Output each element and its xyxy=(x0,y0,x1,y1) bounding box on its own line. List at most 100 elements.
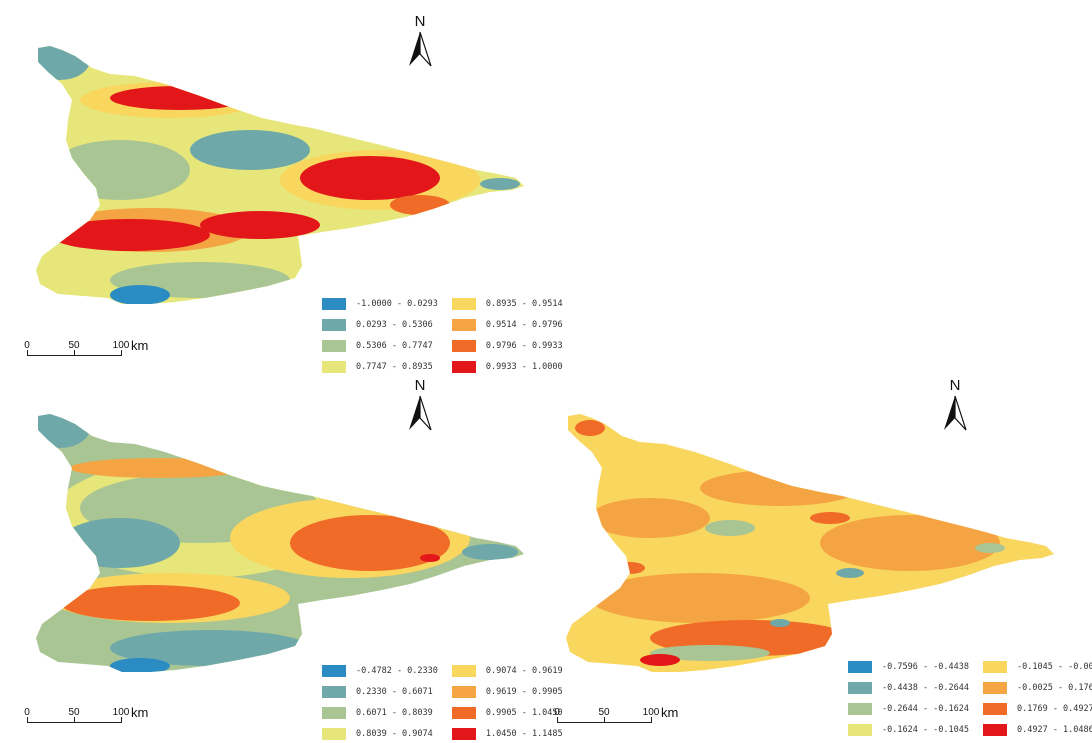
scale-bar-bottom-left: 0 50 100 km xyxy=(24,705,157,737)
legend-label: 0.9905 - 1.0450 xyxy=(485,707,563,718)
scale-bar-bottom-right: 0 50 100 km xyxy=(554,705,687,737)
legend-swatch xyxy=(848,681,872,694)
scale-unit: km xyxy=(131,338,149,353)
legend-swatch xyxy=(322,727,346,740)
legend-item: 0.2330 - 0.6071 xyxy=(322,685,438,698)
scale-tick-50: 50 xyxy=(68,340,80,351)
scale-unit: km xyxy=(131,705,149,720)
scale-tick-0: 0 xyxy=(24,340,30,351)
legend-item: 0.9933 - 1.0000 xyxy=(451,360,563,373)
legend-swatch xyxy=(451,727,476,740)
scale-tick-0: 0 xyxy=(24,707,30,718)
scale-tick-mark xyxy=(121,350,122,356)
legend-bottom-left: -0.4782 - 0.2330 0.9074 - 0.9619 0.2330 - … xyxy=(322,664,563,740)
legend-swatch xyxy=(322,297,346,310)
scale-tick-mark xyxy=(651,717,652,723)
legend-swatch xyxy=(848,723,872,736)
map-panel-top: N 0 50 100 km -1.0000 - 0.0293 0.8935 - 0… xyxy=(0,0,563,373)
north-arrow-icon xyxy=(944,395,967,431)
legend-label: 0.8039 - 0.9074 xyxy=(356,728,433,739)
legend-item: 0.9514 - 0.9796 xyxy=(451,318,563,331)
legend-item: 0.6071 - 0.8039 xyxy=(322,706,438,719)
legend-label: -0.1624 - -0.1045 xyxy=(882,724,969,735)
legend-item: 1.0450 - 1.1485 xyxy=(451,727,563,740)
legend-label: 0.6071 - 0.8039 xyxy=(356,707,433,718)
legend-top: -1.0000 - 0.0293 0.8935 - 0.9514 0.0293 - … xyxy=(322,297,563,373)
scale-tick-mark xyxy=(121,717,122,723)
legend-swatch xyxy=(451,297,476,310)
map-bottom-right xyxy=(566,414,1054,672)
legend-item: 0.9619 - 0.9905 xyxy=(451,685,563,698)
legend-item: 0.9796 - 0.9933 xyxy=(451,339,563,352)
legend-label: 0.5306 - 0.7747 xyxy=(356,340,433,351)
map-top xyxy=(36,46,524,304)
legend-swatch xyxy=(322,664,346,677)
legend-swatch xyxy=(451,706,476,719)
legend-swatch xyxy=(451,318,476,331)
legend-item: -0.1045 - -0.0025 xyxy=(983,660,1092,673)
legend-swatch xyxy=(322,685,346,698)
scale-bar-top: 0 50 100 km xyxy=(24,338,157,370)
legend-label: 0.9514 - 0.9796 xyxy=(485,319,563,330)
legend-item: 0.5306 - 0.7747 xyxy=(322,339,438,352)
legend-label: 0.7747 - 0.8935 xyxy=(356,361,433,372)
legend-label: 0.9074 - 0.9619 xyxy=(485,665,563,676)
legend-label: 1.0450 - 1.1485 xyxy=(485,728,563,739)
scale-unit: km xyxy=(661,705,679,720)
north-arrow-bottom-left: N xyxy=(405,378,435,432)
legend-label: 0.0293 - 0.5306 xyxy=(356,319,433,330)
scale-tick-mark xyxy=(604,717,605,723)
legend-item: 0.1769 - 0.4927 xyxy=(983,702,1092,715)
scale-tick-100: 100 xyxy=(112,707,130,718)
legend-label: -1.0000 - 0.0293 xyxy=(356,298,438,309)
legend-item: -0.7596 - -0.4438 xyxy=(848,660,969,673)
legend-label: 0.4927 - 1.0486 xyxy=(1017,724,1092,735)
legend-swatch xyxy=(322,318,346,331)
north-label: N xyxy=(414,377,426,394)
scale-tick-mark xyxy=(27,350,28,356)
legend-item: -0.4782 - 0.2330 xyxy=(322,664,438,677)
legend-bottom-right: -0.7596 - -0.4438 -0.1045 - -0.0025 -0.443… xyxy=(848,660,1092,736)
legend-label: -0.2644 - -0.1624 xyxy=(882,703,969,714)
legend-swatch xyxy=(322,339,346,352)
legend-item: -0.2644 - -0.1624 xyxy=(848,702,969,715)
north-label: N xyxy=(414,13,426,30)
legend-label: -0.4782 - 0.2330 xyxy=(356,665,438,676)
north-arrow-top: N xyxy=(405,14,435,68)
legend-swatch xyxy=(848,702,872,715)
legend-swatch xyxy=(451,664,476,677)
legend-label: 0.9933 - 1.0000 xyxy=(485,361,563,372)
legend-swatch xyxy=(983,702,1007,715)
legend-item: 0.8039 - 0.9074 xyxy=(322,727,438,740)
scale-tick-100: 100 xyxy=(642,707,660,718)
north-arrow-icon xyxy=(409,395,432,431)
legend-label: -0.0025 - 0.1769 xyxy=(1017,682,1092,693)
legend-label: 0.9796 - 0.9933 xyxy=(485,340,563,351)
legend-label: 0.8935 - 0.9514 xyxy=(485,298,563,309)
legend-label: 0.1769 - 0.4927 xyxy=(1017,703,1092,714)
legend-label: -0.1045 - -0.0025 xyxy=(1017,661,1092,672)
legend-swatch xyxy=(983,681,1007,694)
legend-item: -0.0025 - 0.1769 xyxy=(983,681,1092,694)
legend-item: -0.1624 - -0.1045 xyxy=(848,723,969,736)
scale-tick-50: 50 xyxy=(598,707,610,718)
map-panel-bottom-right: N 0 50 100 km -0.7596 - -0.4438 -0.1045 -… xyxy=(530,368,1092,743)
legend-swatch xyxy=(848,660,872,673)
scale-tick-mark xyxy=(27,717,28,723)
scale-tick-0: 0 xyxy=(554,707,560,718)
scale-tick-mark xyxy=(557,717,558,723)
legend-swatch xyxy=(983,723,1007,736)
north-arrow-bottom-right: N xyxy=(940,378,970,432)
map-panel-bottom-left: N 0 50 100 km -0.4782 - 0.2330 0.9074 - 0… xyxy=(0,368,563,743)
legend-item: 0.9074 - 0.9619 xyxy=(451,664,563,677)
scale-tick-mark xyxy=(74,717,75,723)
legend-swatch xyxy=(322,360,346,373)
legend-item: 0.9905 - 1.0450 xyxy=(451,706,563,719)
map-bottom-left xyxy=(36,414,524,672)
scale-tick-mark xyxy=(74,350,75,356)
legend-item: -1.0000 - 0.0293 xyxy=(322,297,438,310)
scale-tick-50: 50 xyxy=(68,707,80,718)
legend-swatch xyxy=(983,660,1007,673)
legend-item: -0.4438 - -0.2644 xyxy=(848,681,969,694)
legend-swatch xyxy=(451,360,476,373)
